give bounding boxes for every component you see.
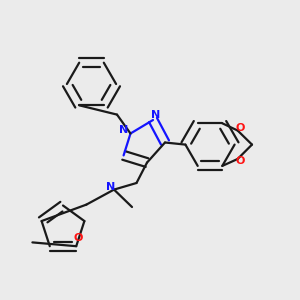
Text: O: O <box>236 156 245 167</box>
Text: O: O <box>236 123 245 133</box>
Text: N: N <box>119 125 128 135</box>
Text: N: N <box>151 110 160 120</box>
Text: O: O <box>73 233 83 243</box>
Text: N: N <box>106 182 116 192</box>
